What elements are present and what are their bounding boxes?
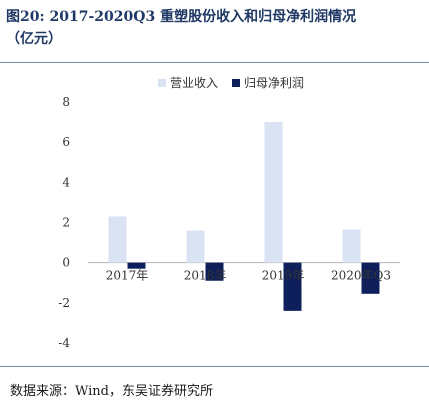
bar-net-profit — [283, 262, 302, 311]
y-tick-label: -2 — [58, 296, 70, 310]
chart-title-line-2: （亿元） — [6, 31, 62, 47]
x-category-label: 2020年Q3 — [331, 269, 391, 283]
bar-revenue — [108, 216, 127, 263]
bar-chart: 8 6 4 2 0 -2 -4 2017年 2018年 2019年 2020年Q3 营业收入 归母净利润 — [58, 76, 400, 350]
bar-net-profit — [361, 262, 380, 294]
y-tick-label: 2 — [62, 216, 70, 230]
source-note: 数据来源：Wind，东吴证券研究所 — [10, 384, 213, 399]
y-tick-label: 6 — [62, 135, 70, 149]
chart-title-line-1: 图20: 2017-2020Q3 重塑股份收入和归母净利润情况 — [6, 9, 357, 25]
y-tick-label: -4 — [58, 336, 70, 350]
legend-label: 营业收入 — [170, 76, 218, 90]
y-tick-label: 4 — [62, 175, 70, 189]
legend-label: 归母净利润 — [244, 76, 304, 90]
legend-swatch — [158, 79, 166, 87]
legend-swatch — [232, 79, 240, 87]
x-category-label: 2019年 — [262, 269, 305, 283]
bar-net-profit — [205, 262, 224, 281]
bar-revenue — [264, 122, 283, 263]
bar-revenue — [342, 229, 361, 263]
bar-net-profit — [127, 262, 146, 269]
x-category-label: 2017年 — [106, 269, 149, 283]
x-category-label: 2018年 — [184, 269, 227, 283]
bottom-divider — [0, 366, 429, 367]
bar-revenue — [186, 230, 205, 263]
y-tick-label: 0 — [62, 256, 70, 270]
top-divider — [0, 62, 429, 63]
y-tick-label: 8 — [62, 95, 70, 109]
chart-title: 图20: 2017-2020Q3 重塑股份收入和归母净利润情况 （亿元） — [6, 6, 424, 50]
